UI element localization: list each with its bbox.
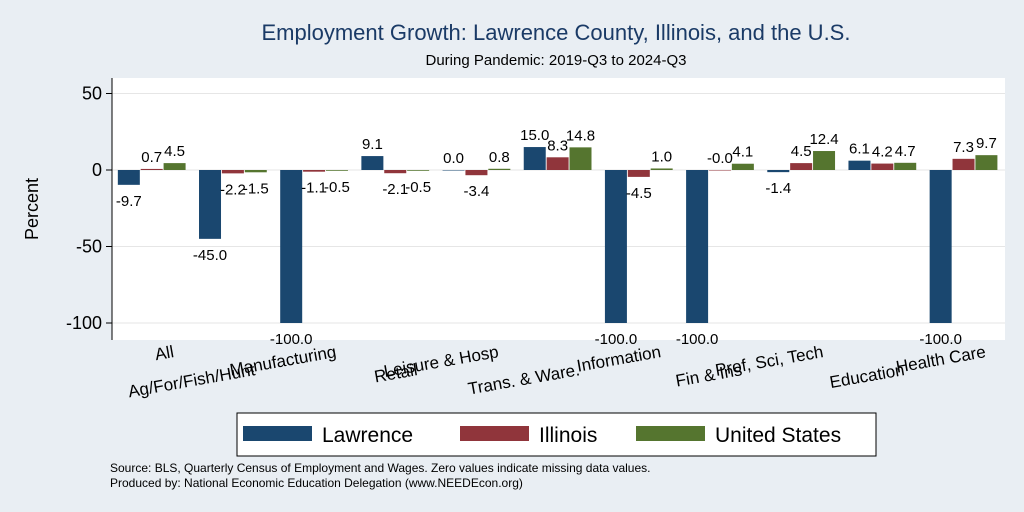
data-label: 15.0 <box>520 127 549 144</box>
data-label: 0.7 <box>141 149 162 166</box>
bar <box>686 170 709 323</box>
bar <box>407 170 430 171</box>
data-label: 4.1 <box>732 144 753 161</box>
bar <box>303 170 326 172</box>
x-tick-label: Education <box>828 360 906 392</box>
data-label: 4.2 <box>872 144 893 161</box>
x-tick-label: Prof, Sci, Tech <box>714 342 825 380</box>
bar <box>280 170 303 323</box>
legend: Lawrence Illinois United States <box>236 412 877 457</box>
bar <box>871 163 894 170</box>
data-label: -3.4 <box>464 183 490 200</box>
chart-title: Employment Growth: Lawrence County, Illi… <box>262 20 851 45</box>
data-label: -2.2 <box>220 181 246 198</box>
legend-label: United States <box>715 424 841 447</box>
bar <box>163 163 186 170</box>
producer-note: Produced by: National Economic Education… <box>110 476 523 490</box>
bar <box>325 170 348 171</box>
y-axis: 50 0 -50 -100 <box>66 78 113 340</box>
bar <box>627 170 650 177</box>
chart-subtitle: During Pandemic: 2019-Q3 to 2024-Q3 <box>426 52 687 69</box>
bar <box>952 158 975 170</box>
y-tick-label: 50 <box>82 84 102 104</box>
data-label: -100.0 <box>919 331 962 348</box>
legend-label: Illinois <box>539 424 597 447</box>
data-label: -45.0 <box>193 247 227 264</box>
data-label: 9.7 <box>976 135 997 152</box>
bar <box>975 155 998 170</box>
bar <box>523 147 546 170</box>
bar <box>465 170 488 176</box>
data-label: -4.5 <box>626 185 652 202</box>
data-labels-layer: -9.70.7 4.5-45.0-2.2-1.5-100.0-1.1-0.59.1… <box>116 127 997 348</box>
legend-items: Lawrence Illinois United States <box>243 424 841 447</box>
bar <box>488 168 511 170</box>
legend-box <box>236 412 877 457</box>
data-label: -100.0 <box>676 331 719 348</box>
data-label: 4.5 <box>164 143 185 160</box>
data-label: 0.0 <box>443 150 464 167</box>
data-label: -9.7 <box>116 193 142 210</box>
legend-swatch <box>636 426 705 441</box>
bar <box>199 170 222 239</box>
legend-label: Lawrence <box>322 424 413 447</box>
bar <box>442 170 465 171</box>
bar <box>894 162 917 170</box>
x-tick-label: All <box>153 342 175 364</box>
plot-area <box>112 78 1005 340</box>
data-label: 0.8 <box>489 149 510 166</box>
bar <box>848 160 871 170</box>
data-label: -0.5 <box>324 179 350 196</box>
data-label: 8.3 <box>547 137 568 154</box>
data-label: 4.7 <box>895 143 916 160</box>
data-label: 12.4 <box>809 131 838 148</box>
data-label: -2.1 <box>382 181 408 198</box>
data-label: -0.0 <box>707 150 733 167</box>
bar <box>244 170 267 173</box>
x-tick-label: Leisure & Hosp <box>382 342 500 381</box>
data-label: 1.0 <box>651 148 672 165</box>
data-label: 6.1 <box>849 141 870 158</box>
bar <box>650 168 673 170</box>
y-tick-label: -50 <box>76 237 102 257</box>
y-tick-label: 0 <box>92 160 102 180</box>
y-axis-label: Percent <box>22 178 42 240</box>
bar <box>604 170 627 323</box>
bar <box>117 170 140 185</box>
data-label: -1.5 <box>243 180 269 197</box>
y-tick-label: -100 <box>66 313 102 333</box>
bar <box>140 168 163 170</box>
source-note: Source: BLS, Quarterly Census of Employm… <box>110 461 650 475</box>
data-label: 9.1 <box>362 136 383 153</box>
data-label: -1.1 <box>301 180 327 197</box>
bar <box>361 156 384 170</box>
legend-swatch <box>460 426 529 441</box>
bar <box>813 151 836 170</box>
data-label: -100.0 <box>270 331 313 348</box>
data-label: 7.3 <box>953 139 974 156</box>
bar <box>929 170 952 323</box>
data-label: -1.4 <box>765 180 791 197</box>
bar <box>731 163 754 170</box>
data-label: 4.5 <box>791 143 812 160</box>
bar <box>767 170 790 173</box>
bar <box>221 170 244 174</box>
data-label: 14.8 <box>566 127 595 144</box>
bar <box>790 163 813 170</box>
x-tick-label: Trans. & Ware. <box>467 360 582 398</box>
bar <box>546 157 569 170</box>
bar <box>384 170 407 174</box>
bars-layer <box>117 147 998 323</box>
bar <box>708 170 731 171</box>
data-label: -100.0 <box>595 331 638 348</box>
data-label: -0.5 <box>405 179 431 196</box>
legend-swatch <box>243 426 312 441</box>
bar <box>569 147 592 170</box>
